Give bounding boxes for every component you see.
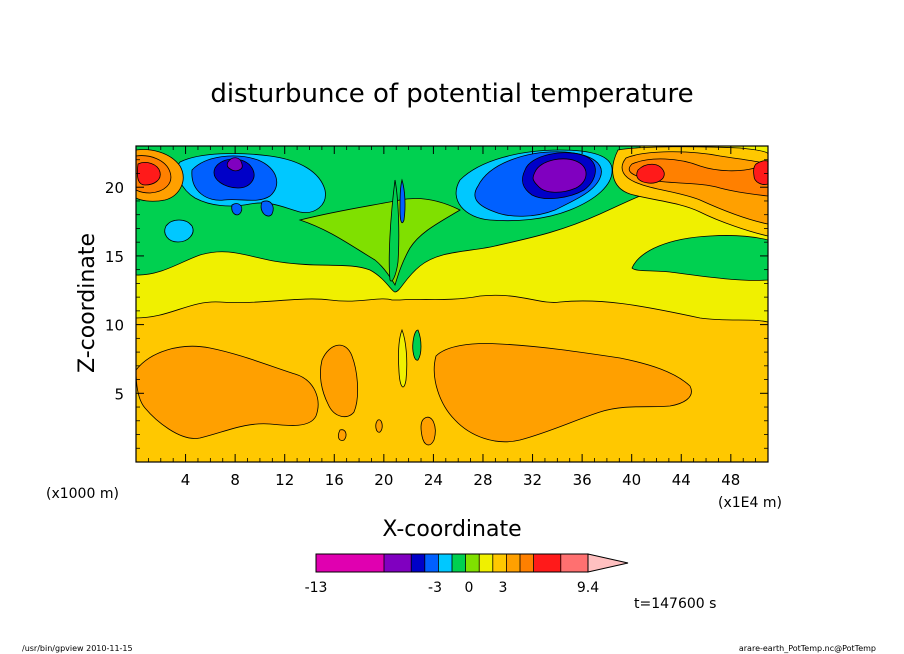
colorbar-segment xyxy=(560,554,575,572)
contour-orange-right xyxy=(433,343,692,443)
colorbar-segment xyxy=(329,554,344,572)
x-axis-ticks: 4 8 12 16 20 24 28 32 36 40 44 48 xyxy=(147,146,757,489)
x-tick-label: 4 xyxy=(181,471,191,489)
colorbar-segment xyxy=(465,554,480,572)
contour-orange-center xyxy=(320,344,358,418)
x-unit-left: (x1000 m) xyxy=(46,486,119,502)
y-tick-label: 20 xyxy=(105,179,124,197)
y-tick-label: 10 xyxy=(105,317,124,335)
colorbar-label: -3 xyxy=(428,580,442,596)
colorbar-segment xyxy=(574,554,589,572)
footer-left: /usr/bin/gpview 2010-11-15 xyxy=(22,644,133,653)
contour-purple-right xyxy=(532,158,587,193)
contour-warm-right-core xyxy=(636,163,665,184)
x-tick-label: 8 xyxy=(230,471,240,489)
x-axis-label: X-coordinate xyxy=(382,517,521,542)
colorbar-segment xyxy=(533,554,548,572)
colorbar-segment xyxy=(316,554,331,572)
colorbar-label: 3 xyxy=(499,580,508,596)
x-tick-label: 40 xyxy=(622,471,641,489)
y-tick-label: 5 xyxy=(114,385,124,403)
x-tick-label: 24 xyxy=(424,471,443,489)
x-tick-label: 20 xyxy=(374,471,393,489)
colorbar-segment xyxy=(506,554,521,572)
colorbar-segment xyxy=(547,554,562,572)
x-tick-label: 44 xyxy=(672,471,691,489)
contour-cyan-small xyxy=(164,219,194,243)
x-tick-label: 12 xyxy=(275,471,294,489)
x-unit-right: (x1E4 m) xyxy=(718,495,782,511)
y-axis-label: Z-coordinate xyxy=(75,233,100,373)
colorbar-segment xyxy=(452,554,467,572)
contour-purple-left xyxy=(226,157,243,172)
y-axis-ticks: 5 10 15 20 xyxy=(105,159,768,449)
colorbar-label: -13 xyxy=(305,580,328,596)
contour-field xyxy=(136,146,768,462)
colorbar-segment xyxy=(424,554,439,572)
colorbar-segment xyxy=(479,554,494,572)
colorbar-segment xyxy=(343,554,358,572)
contour-lime-accent xyxy=(298,198,461,286)
colorbar-segment xyxy=(492,554,507,572)
x-tick-label: 32 xyxy=(523,471,542,489)
x-tick-label: 36 xyxy=(573,471,592,489)
colorbar-segment xyxy=(411,554,426,572)
colorbar-segment xyxy=(438,554,453,572)
colorbar-segment xyxy=(356,554,371,572)
x-tick-label: 16 xyxy=(325,471,344,489)
colorbar-segment xyxy=(520,554,535,572)
colorbar-label: 0 xyxy=(465,580,474,596)
x-tick-label: 28 xyxy=(473,471,492,489)
contour-green-right xyxy=(631,235,768,281)
colorbar-segment xyxy=(370,554,385,572)
x-tick-label: 48 xyxy=(721,471,740,489)
colorbar-segment xyxy=(397,554,412,572)
y-tick-label: 15 xyxy=(105,248,124,266)
plot-frame xyxy=(135,145,769,463)
chart-title: disturbunce of potential temperature xyxy=(210,79,693,109)
footer-right: arare-earth_PotTemp.nc@PotTemp xyxy=(739,644,876,653)
contour-orange-left xyxy=(136,345,319,439)
colorbar-label: 9.4 xyxy=(577,580,599,596)
time-annotation: t=147600 s xyxy=(634,596,716,612)
colorbar: -13 -3 0 3 9.4 xyxy=(305,553,629,596)
central-streaks xyxy=(231,178,436,446)
colorbar-extend-arrow xyxy=(587,553,629,573)
colorbar-segment xyxy=(384,554,399,572)
contour-warm-left-core xyxy=(137,162,161,186)
contour-warm-right-edge xyxy=(753,160,768,185)
